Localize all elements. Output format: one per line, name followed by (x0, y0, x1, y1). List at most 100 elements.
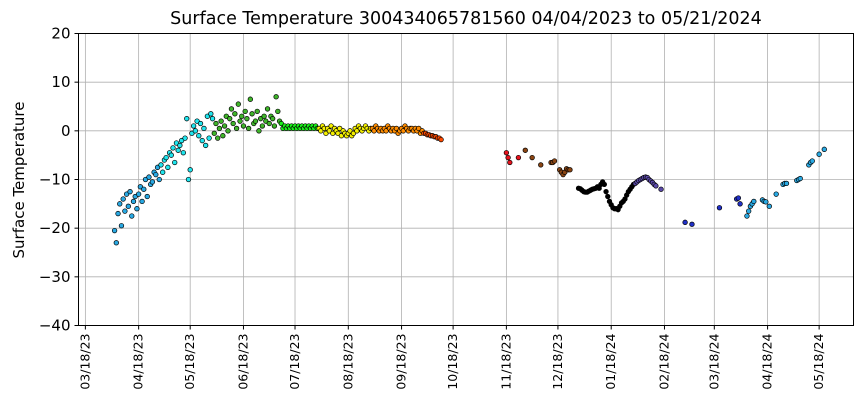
y-tick-label: 10 (51, 73, 70, 91)
data-point (213, 120, 219, 127)
plot-frame (78, 33, 854, 326)
y-tick-label: −40 (39, 317, 71, 335)
data-point (551, 158, 558, 164)
data-point (746, 208, 752, 214)
data-point (129, 213, 135, 219)
data-point (175, 147, 181, 153)
data-point (163, 154, 169, 161)
data-point (221, 123, 228, 129)
data-point (603, 189, 609, 195)
data-point (172, 159, 178, 166)
x-tick-label: 04/18/23 (131, 334, 146, 390)
data-point (122, 208, 128, 214)
data-point (240, 123, 247, 129)
data-point (744, 213, 750, 219)
data-point (208, 111, 214, 117)
data-point (247, 96, 253, 102)
x-tick-label: 10/18/23 (445, 334, 460, 390)
x-tick-label: 04/18/24 (760, 333, 775, 389)
data-point (127, 189, 133, 195)
y-tick-label: −30 (39, 268, 71, 286)
y-axis-label: Surface Temperature (10, 102, 28, 259)
data-point (797, 175, 803, 182)
y-tick-label: −20 (39, 219, 71, 237)
data-point (254, 108, 260, 115)
data-point (180, 150, 186, 156)
data-point (203, 142, 209, 149)
data-point (275, 108, 281, 115)
data-point (115, 210, 121, 217)
data-point (242, 108, 248, 115)
data-point (256, 128, 262, 134)
y-tick-label: 20 (51, 25, 70, 43)
data-point (809, 158, 815, 164)
data-point (120, 196, 126, 202)
chart-title: Surface Temperature 300434065781560 04/0… (170, 9, 762, 29)
data-point (185, 176, 192, 183)
x-tick-label: 03/18/23 (77, 334, 92, 390)
data-point (125, 203, 131, 209)
data-point (737, 201, 743, 207)
x-tick-label: 07/18/23 (287, 334, 302, 390)
data-point (529, 154, 535, 161)
data-point (149, 179, 156, 185)
data-point (522, 147, 528, 153)
x-tick-label: 12/18/23 (550, 334, 565, 390)
data-point (266, 120, 272, 127)
data-point (158, 162, 164, 168)
gridlines (78, 33, 854, 326)
data-point (228, 106, 235, 112)
data-point (716, 205, 723, 211)
data-point (190, 123, 197, 129)
data-point (252, 118, 259, 124)
data-point (438, 136, 444, 143)
data-point (192, 128, 199, 134)
x-tick-label: 05/18/23 (182, 334, 197, 390)
data-point (249, 111, 255, 117)
data-point (144, 193, 150, 200)
data-point (237, 118, 243, 124)
x-tick-label: 03/18/24 (706, 333, 721, 389)
data-point (206, 135, 212, 141)
x-tick-label: 09/18/23 (394, 334, 409, 390)
data-point (821, 146, 827, 152)
data-point (184, 116, 190, 122)
data-point (507, 159, 513, 166)
data-point (261, 113, 267, 119)
data-point (187, 167, 193, 173)
data-point (264, 106, 271, 112)
data-point (177, 142, 183, 149)
y-tick-label: −10 (39, 171, 71, 189)
data-point (273, 94, 279, 100)
data-point (505, 154, 511, 161)
data-point (232, 111, 238, 117)
y-tick-label: 0 (61, 122, 71, 140)
data-point (653, 183, 659, 189)
data-point (503, 150, 510, 156)
data-point (215, 135, 221, 141)
data-point (601, 181, 607, 188)
data-point (111, 227, 118, 234)
data-point (682, 219, 688, 225)
data-point (230, 120, 236, 127)
data-point (233, 125, 240, 132)
data-point (165, 164, 171, 170)
data-point (227, 116, 233, 122)
data-point (153, 171, 159, 178)
data-point (197, 120, 204, 127)
data-point (515, 154, 522, 161)
data-point (216, 125, 223, 132)
data-point (113, 240, 119, 246)
data-point (209, 116, 216, 122)
data-point (118, 223, 125, 229)
data-point (259, 123, 266, 129)
data-point (773, 191, 779, 197)
data-point (735, 195, 742, 201)
x-axis-ticks: 03/18/23 04/18/23 05/18/23 06/18/23 07/18/23… (77, 325, 826, 390)
data-point (160, 169, 166, 175)
data-point (211, 130, 217, 136)
data-point (182, 135, 188, 141)
data-point (130, 198, 137, 205)
data-point (567, 167, 573, 173)
